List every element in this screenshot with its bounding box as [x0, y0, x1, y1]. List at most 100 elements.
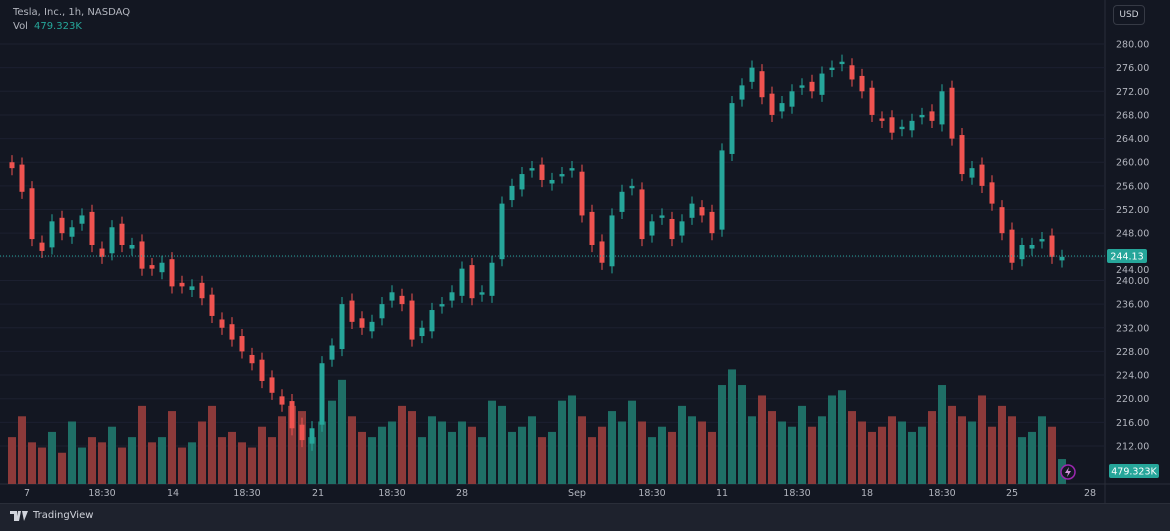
time-tick-label: 18:30: [638, 488, 665, 499]
candle-body: [559, 174, 565, 177]
candle-body: [249, 354, 255, 364]
candle-body: [479, 292, 485, 295]
volume-bar: [198, 421, 206, 484]
candle-body: [829, 67, 835, 71]
candle-body: [599, 241, 605, 263]
time-tick-label: 7: [24, 488, 30, 499]
candle-body: [69, 227, 75, 237]
time-tick-label: 25: [1006, 488, 1018, 499]
volume-bar: [348, 416, 356, 484]
candle-body: [439, 304, 445, 307]
candle-body: [699, 207, 705, 216]
candle-body: [369, 321, 375, 332]
volume-bar: [48, 431, 56, 484]
candle-body: [309, 428, 315, 444]
candle-body: [99, 248, 105, 257]
volume-bar: [598, 426, 606, 484]
candle-body: [199, 282, 205, 299]
volume-bar: [388, 421, 396, 484]
volume-bar: [828, 395, 836, 484]
candle-body: [769, 93, 775, 115]
candle-body: [1009, 229, 1015, 263]
last-volume-badge: [1109, 464, 1159, 478]
price-tick-label: 220.00: [1116, 394, 1149, 405]
volume-bar: [1048, 426, 1056, 484]
volume-bar: [118, 447, 126, 484]
price-tick-label: 236.00: [1116, 300, 1149, 311]
volume-bar: [98, 442, 106, 484]
volume-bar: [1008, 416, 1016, 484]
candle-body: [159, 262, 165, 273]
time-tick-label: 18:30: [378, 488, 405, 499]
volume-bar: [528, 416, 536, 484]
candle-body: [1049, 235, 1055, 257]
time-tick-label: 28: [456, 488, 468, 499]
time-tick-label: 18: [861, 488, 873, 499]
tradingview-logo-icon: [10, 510, 28, 521]
candle-body: [449, 292, 455, 301]
volume-bar: [688, 416, 696, 484]
symbol-title[interactable]: Tesla, Inc., 1h, NASDAQ: [13, 7, 131, 18]
price-tick-label: 272.00: [1116, 87, 1149, 98]
last-volume-label: 479.323K: [1111, 467, 1157, 478]
lightning-icon[interactable]: [1060, 464, 1076, 480]
volume-bar: [588, 437, 596, 484]
time-tick-label: 11: [716, 488, 728, 499]
volume-bar: [728, 369, 736, 484]
volume-bar: [18, 416, 26, 484]
volume-bar: [208, 405, 216, 484]
volume-bar: [168, 411, 176, 484]
volume-bar: [648, 437, 656, 484]
currency-button[interactable]: USD: [1113, 5, 1145, 25]
volume-bar: [458, 421, 466, 484]
volume-bar: [298, 411, 306, 484]
price-tick-label: 280.00: [1116, 40, 1149, 51]
volume-bar: [438, 421, 446, 484]
volume-bar: [248, 447, 256, 484]
candle-body: [729, 103, 735, 154]
volume-bar: [928, 411, 936, 484]
volume-bar: [558, 400, 566, 484]
candle-body: [569, 168, 575, 171]
volume-value: 479.323K: [33, 21, 82, 32]
candle-body: [239, 336, 245, 352]
candle-body: [219, 319, 225, 328]
chart-panel[interactable]: Tesla, Inc., 1h, NASDAQ Vol 479.323K 212.…: [0, 0, 1170, 504]
volume-bar: [678, 405, 686, 484]
volume-bar: [868, 431, 876, 484]
time-tick-label: 21: [312, 488, 324, 499]
volume-bar: [848, 411, 856, 484]
candle-body: [329, 345, 335, 360]
candle-body: [719, 150, 725, 230]
volume-bar: [8, 437, 16, 484]
candle-body: [149, 265, 155, 269]
price-tick-label: 276.00: [1116, 63, 1149, 74]
candle-body: [1019, 245, 1025, 260]
price-chart[interactable]: 212.00 216.00 220.00 224.00 228.00 232.00 236.…: [0, 0, 1170, 503]
volume-bar: [748, 416, 756, 484]
price-tick-label: 232.00: [1116, 323, 1149, 334]
volume-bar: [668, 431, 676, 484]
volume-bar: [938, 385, 946, 484]
candle-body: [659, 215, 665, 218]
volume-bar: [838, 390, 846, 484]
candle-body: [169, 259, 175, 287]
volume-bar: [738, 385, 746, 484]
candle-body: [1059, 256, 1065, 261]
candle-body: [969, 168, 975, 178]
volume-bar: [228, 431, 236, 484]
volume-bar: [888, 416, 896, 484]
last-price-badge: [1107, 249, 1147, 264]
tradingview-logo[interactable]: TradingView: [10, 510, 93, 521]
price-tick-label: 228.00: [1116, 347, 1149, 358]
candle-body: [189, 286, 195, 290]
volume-bar: [628, 400, 636, 484]
volume-bar: [418, 437, 426, 484]
volume-bar: [68, 421, 76, 484]
candle-body: [39, 242, 45, 251]
candle-body: [749, 67, 755, 82]
price-tick-label: 252.00: [1116, 205, 1149, 216]
volume-bar: [318, 421, 326, 484]
time-tick-label: 14: [167, 488, 179, 499]
lightning-icon-bolt: [1065, 467, 1071, 477]
